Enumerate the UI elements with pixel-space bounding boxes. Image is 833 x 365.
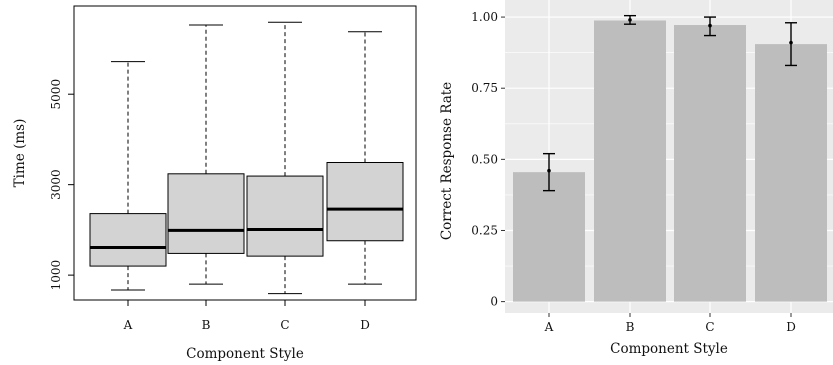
bar-x-axis: A B C D [544,313,796,334]
box-iqr [326,161,404,242]
boxplot-x-tick-label: A [123,318,133,332]
error-bar-A [543,152,555,192]
bar-y-tick-label: 0.50 [471,152,498,166]
boxplot-x-axis: A B C D [123,300,370,332]
bar-y-tick-label: 0.75 [471,81,498,95]
box-D [326,31,404,285]
bar-y-tick-label: 0.25 [471,223,498,237]
bar-y-axis: 0 0.25 0.50 0.75 1.00 [471,10,505,309]
box-B [167,24,245,285]
error-bar-point [547,168,551,173]
bar-x-tick-label: A [544,320,554,334]
error-bar-point [708,23,712,28]
error-bar-point [628,18,632,22]
error-bar-C [704,16,716,37]
box-A [89,61,167,291]
bar-y-tick-label: 1.00 [471,10,498,24]
bar-B [594,20,666,302]
bar-C [674,25,746,302]
bar-bars [513,20,827,302]
box-iqr [246,175,324,257]
error-bar-B [624,14,636,25]
boxplot-x-tick-label: C [280,318,289,332]
bar-x-axis-title: Component Style [610,341,728,357]
bar-x-tick-label: C [705,320,714,334]
boxplot-x-axis-title: Component Style [186,346,304,362]
boxplot-y-axis-title: Time (ms) [12,119,28,188]
bar-y-tick-label: 0 [490,295,498,309]
bar-x-tick-label: B [626,320,635,334]
boxplot-y-axis: 1000 3000 5000 [49,79,74,290]
error-bar-point [789,40,793,45]
bar-y-axis-title: Correct Response Rate [439,82,455,240]
boxplot-plot-border [73,5,417,301]
bar-x-tick-label: D [786,320,796,334]
boxplot-y-tick-label: 3000 [49,169,63,200]
boxplot-boxes [89,21,404,295]
boxplot-chart: 1000 3000 5000 A B C D Component Style Time (… [12,5,417,362]
bar-D [755,44,827,302]
bar-chart: 0 0.25 0.50 0.75 1.00 A B C D Component Style C… [439,0,833,357]
box-iqr [167,173,245,254]
box-C [246,21,324,295]
boxplot-x-tick-label: D [360,318,370,332]
box-iqr [89,213,167,267]
bar-error-bars [543,14,797,192]
bar-A [513,172,585,302]
error-bar-D [785,22,797,67]
boxplot-x-tick-label: B [202,318,211,332]
boxplot-y-tick-label: 5000 [49,79,63,110]
boxplot-y-tick-label: 1000 [49,260,63,291]
